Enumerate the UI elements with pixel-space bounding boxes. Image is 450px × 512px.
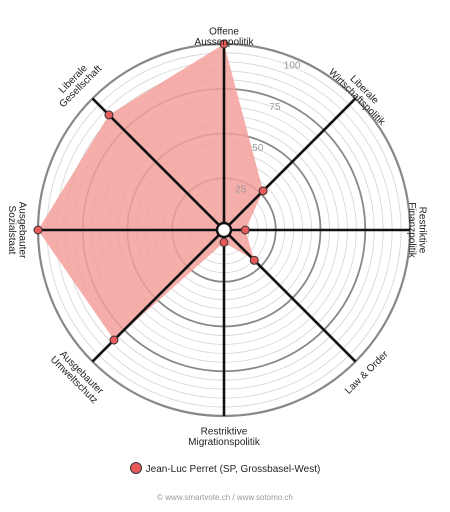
chart-ticks: 25 50 75 100 bbox=[235, 61, 301, 196]
axis-spoke bbox=[228, 97, 357, 226]
tick-label: 50 bbox=[252, 143, 264, 154]
data-point bbox=[240, 225, 250, 235]
data-point bbox=[219, 237, 229, 247]
axis-label: Restriktive Migrationspolitik bbox=[188, 427, 261, 449]
series-area bbox=[38, 44, 264, 341]
tick-label: 25 bbox=[235, 185, 247, 196]
data-point bbox=[249, 255, 259, 265]
chart-points bbox=[33, 39, 268, 345]
axis-spoke bbox=[228, 234, 357, 363]
footer-credit: © www.smartvote.ch / www.sotomo.ch bbox=[157, 493, 293, 502]
svg-text:AusgebauterSozialstaat: AusgebauterSozialstaat bbox=[6, 202, 28, 259]
legend-label: Jean-Luc Perret (SP, Grossbasel-West) bbox=[145, 464, 321, 475]
data-point bbox=[33, 225, 43, 235]
tick-label: 100 bbox=[284, 61, 301, 72]
data-point bbox=[109, 335, 119, 345]
axis-spoke bbox=[91, 97, 220, 226]
axis-label: Offene Aussenpolitik bbox=[195, 27, 255, 49]
center-hub bbox=[215, 221, 233, 239]
data-point bbox=[104, 110, 114, 120]
svg-text:RestriktiveFinanzpolitik: RestriktiveFinanzpolitik bbox=[406, 202, 428, 259]
data-point bbox=[219, 39, 229, 49]
axis-label: AusgebauterSozialstaat bbox=[6, 202, 28, 259]
chart-area bbox=[38, 44, 264, 341]
legend: Jean-Luc Perret (SP, Grossbasel-West) bbox=[0, 462, 450, 475]
legend-marker-icon bbox=[129, 462, 142, 474]
data-point bbox=[258, 186, 268, 196]
tick-label: 75 bbox=[269, 102, 281, 113]
axis-label: RestriktiveFinanzpolitik bbox=[406, 202, 428, 259]
